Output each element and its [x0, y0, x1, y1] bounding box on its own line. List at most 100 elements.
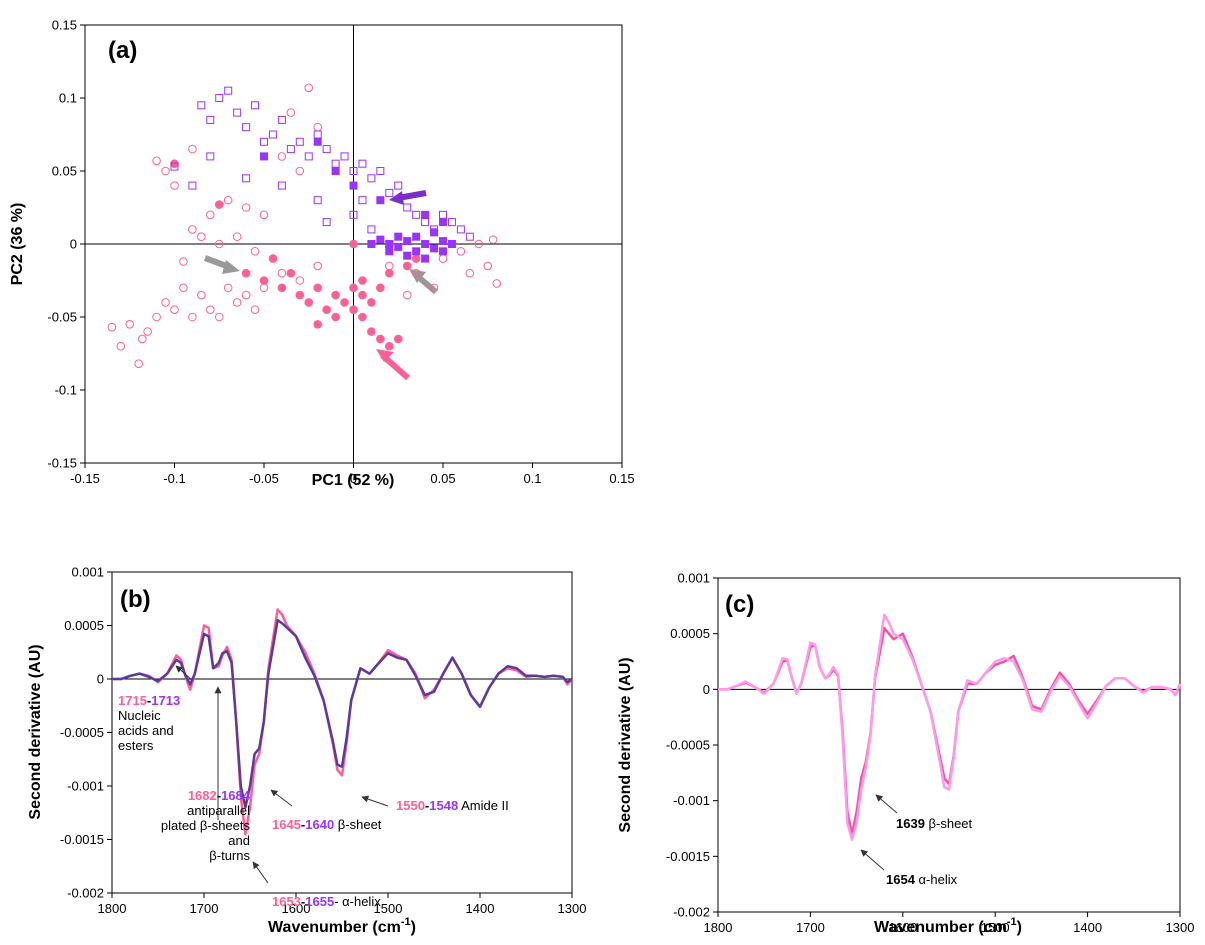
y-tick-label: -0.1 — [55, 383, 77, 398]
annotation-text: Nucleic — [118, 708, 161, 723]
annotation-text: 1682 — [188, 788, 217, 803]
annotation-text: β-sheet — [334, 817, 382, 832]
point — [259, 210, 269, 220]
point — [313, 130, 322, 139]
point — [137, 334, 147, 344]
annotation-text: esters — [118, 738, 154, 753]
point — [304, 298, 314, 307]
point — [295, 166, 305, 176]
annotation-text: 1653 — [272, 894, 301, 909]
point — [376, 283, 385, 293]
y-tick-label: 0.15 — [52, 18, 77, 33]
x-tick-label: 1700 — [796, 920, 825, 935]
point — [340, 298, 349, 307]
point — [447, 240, 456, 248]
point — [241, 268, 251, 278]
point — [277, 283, 287, 293]
point — [331, 167, 340, 175]
point — [277, 268, 287, 278]
point — [331, 159, 340, 168]
annotation-text: - — [301, 894, 305, 909]
y-tick-label: 0.0005 — [64, 618, 104, 633]
point — [206, 115, 215, 124]
annotation-text: α-helix — [915, 872, 958, 887]
annotation-text: 1645 — [272, 817, 301, 832]
point — [152, 312, 161, 322]
point — [313, 283, 323, 293]
point — [125, 320, 135, 329]
y-tick-label: -0.0015 — [666, 849, 710, 864]
point — [206, 210, 215, 220]
point — [349, 167, 358, 175]
annotation-text: 1640 — [305, 817, 334, 832]
point — [295, 276, 305, 285]
point — [367, 240, 376, 248]
y-tick-label: 0.001 — [677, 571, 710, 586]
x-tick-label: 1800 — [98, 901, 127, 916]
point — [411, 268, 421, 278]
point — [304, 152, 313, 161]
point — [206, 305, 215, 315]
point — [259, 283, 269, 293]
point — [250, 305, 260, 315]
point — [179, 283, 188, 293]
x-axis-label: Wavenumber (cm-1) — [874, 916, 1022, 936]
point — [412, 232, 421, 241]
annotation-text: 1713 — [151, 693, 180, 708]
point — [367, 174, 376, 183]
annotation-text: 1550 — [396, 798, 425, 813]
point — [170, 162, 179, 171]
line — [718, 613, 1182, 841]
point — [214, 239, 224, 249]
point — [197, 290, 206, 300]
point — [403, 251, 412, 260]
x-axis-label-text: Wavenumber (cm — [268, 919, 401, 936]
point — [313, 137, 322, 146]
x-tick-label: 1400 — [1073, 920, 1102, 935]
y-tick-label: -0.0005 — [666, 738, 710, 753]
point — [242, 123, 251, 132]
point — [188, 225, 197, 234]
point — [394, 232, 403, 241]
point — [349, 210, 358, 219]
annotation-text: - — [217, 788, 221, 803]
point — [197, 101, 206, 110]
annotation-text: antiparallel — [187, 803, 250, 818]
y-tick-label: -0.002 — [673, 905, 710, 920]
point — [474, 239, 484, 249]
point — [358, 312, 367, 322]
point — [260, 137, 268, 146]
annotation-text: plated β-sheets — [161, 818, 251, 833]
point — [430, 228, 439, 237]
arrow-head — [376, 349, 394, 362]
point — [492, 279, 502, 288]
point — [349, 283, 358, 293]
point — [277, 152, 287, 161]
point — [215, 94, 224, 102]
x-axis-label: Wavenumber (cm-1) — [268, 916, 416, 936]
x-tick-label: 1300 — [1166, 920, 1195, 935]
point — [376, 196, 385, 205]
x-tick-label: 1500 — [981, 920, 1010, 935]
point — [277, 181, 286, 190]
point — [241, 290, 251, 300]
plot-frame — [717, 577, 1181, 913]
annotation-text: - — [147, 693, 151, 708]
point — [385, 247, 394, 256]
point — [223, 283, 233, 293]
point — [152, 156, 161, 166]
point — [206, 152, 215, 161]
arrow-head — [389, 191, 404, 205]
point — [439, 247, 447, 256]
point — [439, 218, 447, 227]
point — [313, 261, 323, 271]
point — [421, 218, 430, 227]
point — [385, 341, 394, 351]
point — [197, 232, 206, 241]
y-tick-label: 0.0005 — [670, 626, 710, 641]
point — [179, 257, 188, 266]
point — [313, 122, 323, 132]
y-axis-label: PC2 (36 %) — [9, 203, 26, 286]
point — [251, 101, 260, 110]
